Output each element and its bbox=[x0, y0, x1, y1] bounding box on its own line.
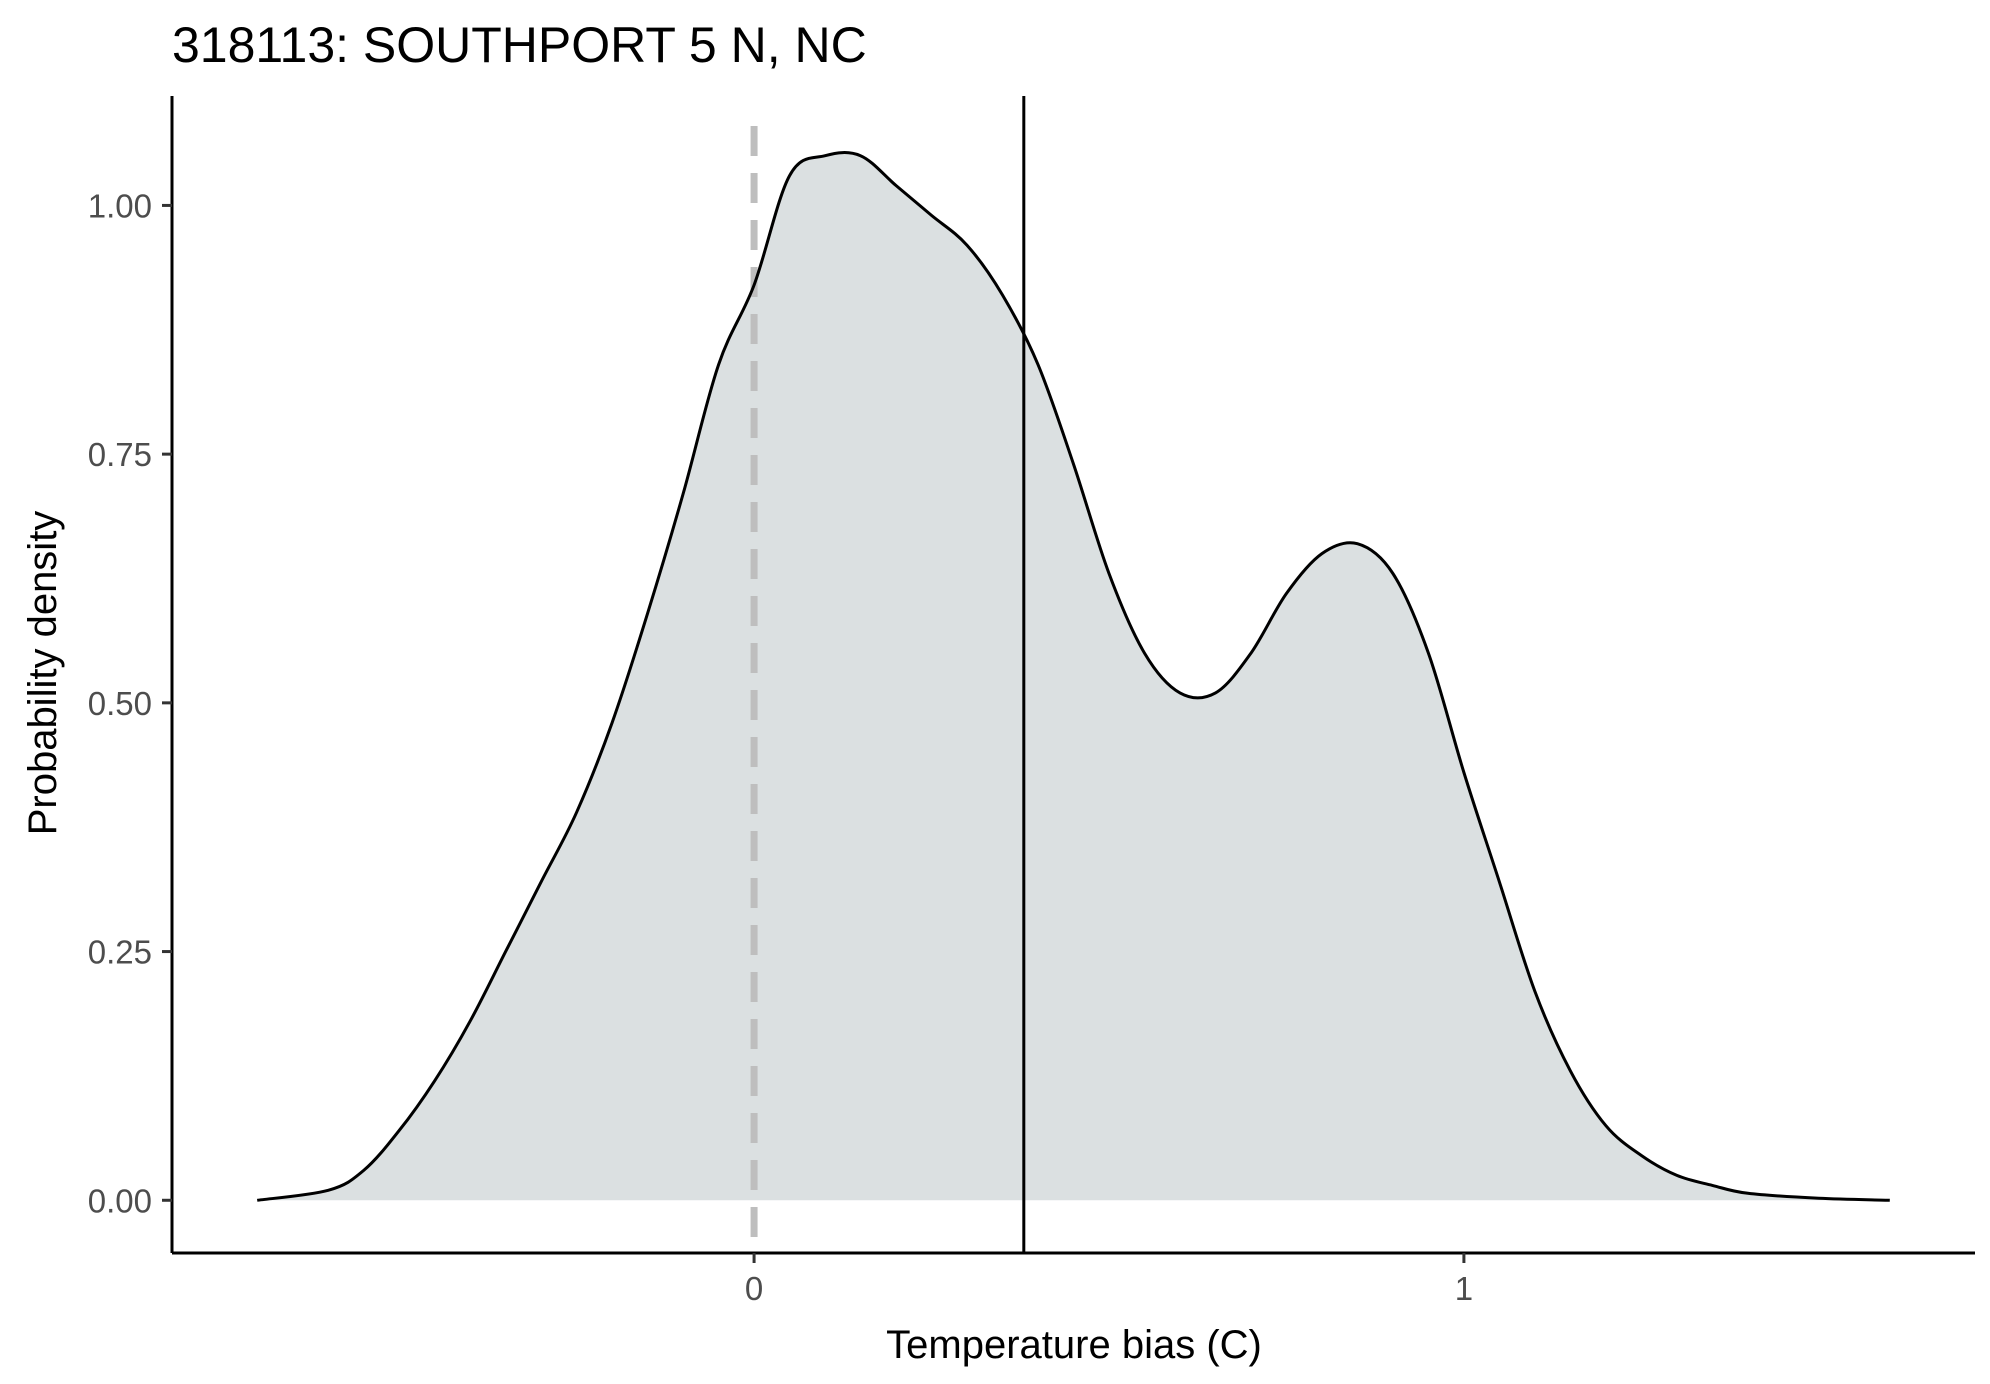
plot-area bbox=[256, 96, 1890, 1253]
y-tick-label: 0.25 bbox=[88, 934, 152, 971]
x-axis-title: Temperature bias (C) bbox=[886, 1323, 1262, 1367]
x-tick-label: 1 bbox=[1455, 1270, 1473, 1307]
y-axis-title: Probability density bbox=[21, 511, 65, 836]
y-axis-ticks: 0.00 0.25 0.50 0.75 1.00 bbox=[88, 187, 172, 1219]
density-line bbox=[256, 151, 1890, 1202]
chart-title: 318113: SOUTHPORT 5 N, NC bbox=[172, 17, 867, 73]
y-tick-label: 0.50 bbox=[88, 685, 152, 722]
y-tick-label: 1.00 bbox=[88, 187, 152, 224]
y-tick-label: 0.00 bbox=[88, 1182, 152, 1219]
density-area bbox=[257, 152, 1890, 1201]
y-tick-label: 0.75 bbox=[88, 436, 152, 473]
x-tick-label: 0 bbox=[745, 1270, 763, 1307]
